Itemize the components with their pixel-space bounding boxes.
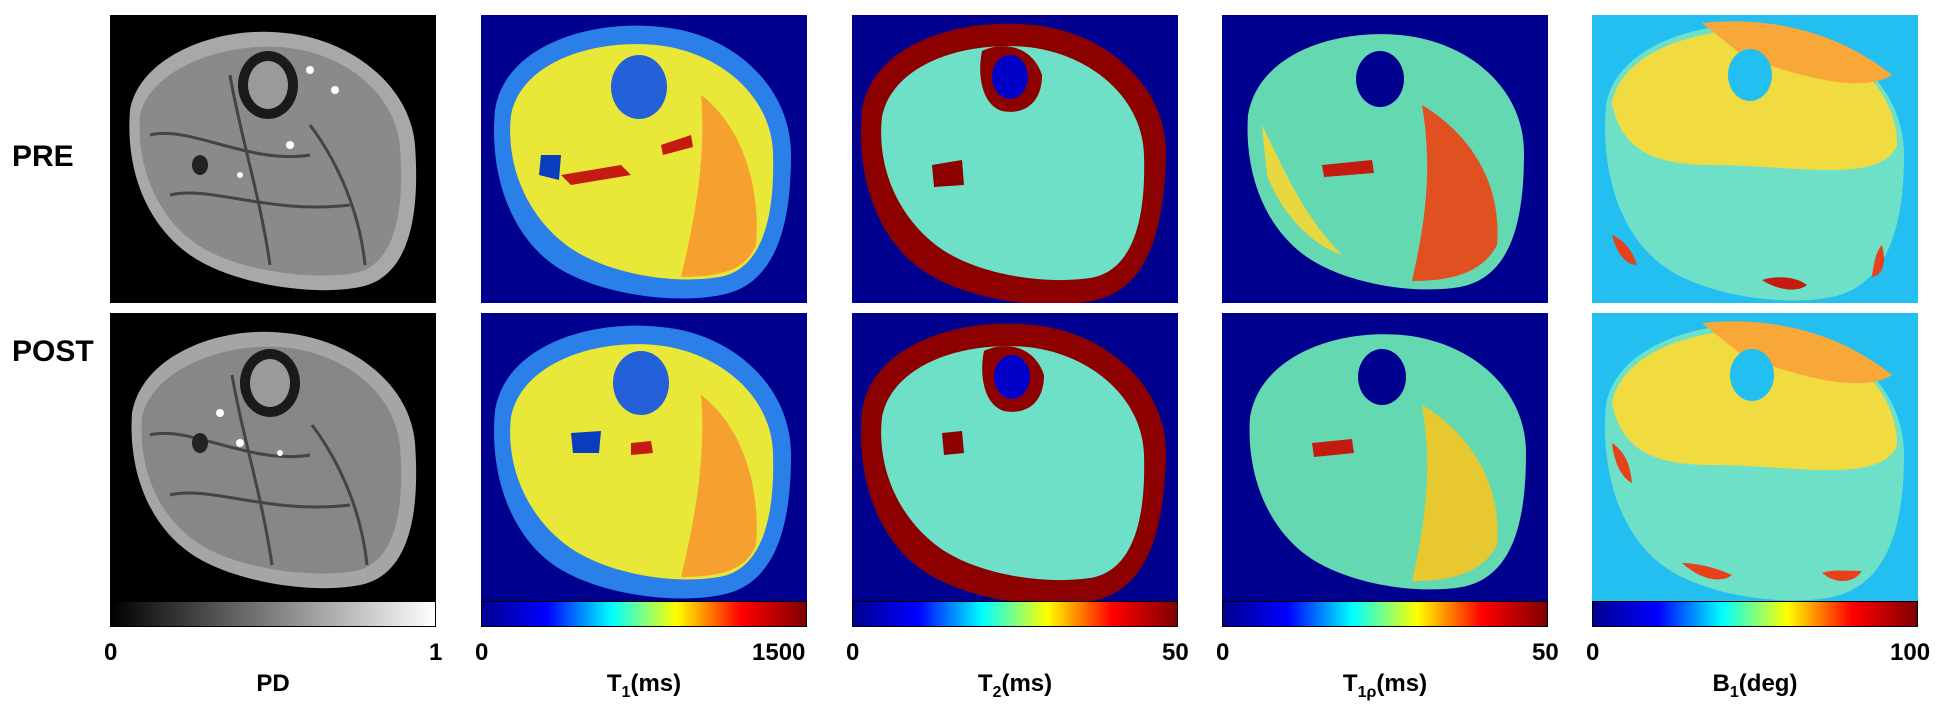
t2-title: T2(ms): [977, 670, 1053, 701]
b1-title: B1(deg): [1712, 670, 1798, 701]
t1rho-colorbar: [1222, 601, 1548, 627]
t1-post-map: [481, 313, 807, 601]
t1-colorbar: [481, 601, 807, 627]
t2-max-tick: 50: [1162, 639, 1189, 666]
t2-min-tick: 0: [846, 639, 860, 666]
b1-max-tick: 100: [1890, 639, 1931, 666]
t1rho-title: T1ρ(ms): [1342, 670, 1428, 701]
t2-post-map: [852, 313, 1178, 601]
t1rho-max-tick: 50: [1532, 639, 1559, 666]
t1-pre-map: [481, 15, 807, 303]
pd-max-tick: 1: [429, 639, 443, 666]
row-label-post: POST: [12, 335, 94, 368]
pd-title: PD: [256, 670, 290, 697]
b1-colorbar: [1592, 601, 1918, 627]
t1rho-post-map: [1222, 313, 1548, 601]
row-label-pre: PRE: [12, 140, 74, 173]
t1-max-tick: 1500: [752, 639, 806, 666]
t2-colorbar: [852, 601, 1178, 627]
pd-post-image: [110, 313, 436, 601]
b1-pre-map: [1592, 15, 1918, 303]
t1rho-min-tick: 0: [1216, 639, 1230, 666]
t2-pre-map: [852, 15, 1178, 303]
t1rho-pre-map: [1222, 15, 1548, 303]
pd-pre-image: [110, 15, 436, 303]
b1-min-tick: 0: [1586, 639, 1600, 666]
pd-min-tick: 0: [104, 639, 118, 666]
b1-post-map: [1592, 313, 1918, 601]
t1-min-tick: 0: [475, 639, 489, 666]
pd-colorbar: [110, 601, 436, 627]
t1-title: T1(ms): [606, 670, 682, 701]
